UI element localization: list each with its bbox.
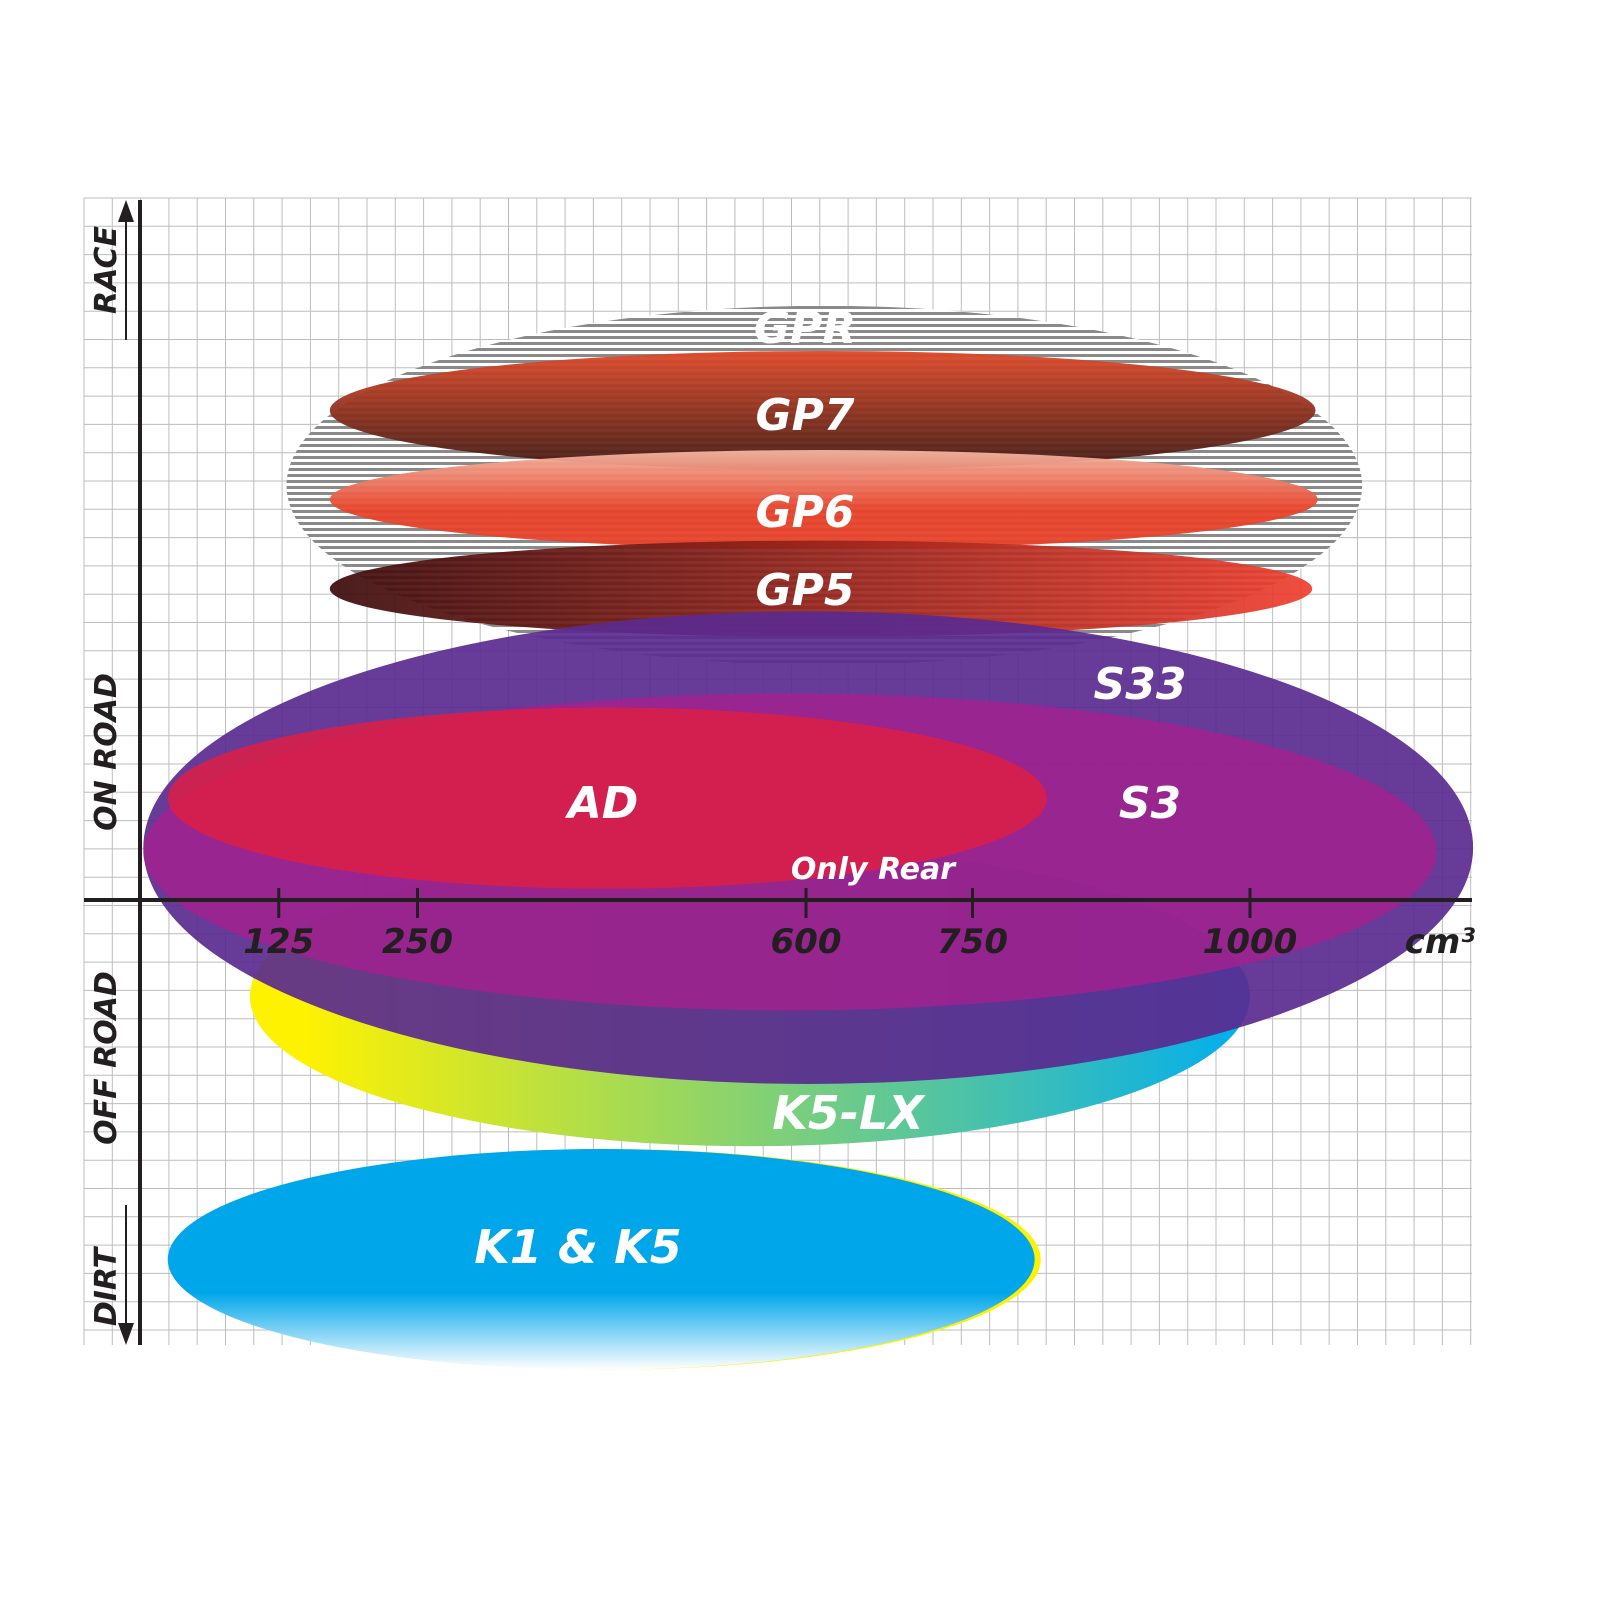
y-category-label: ON ROAD [89,673,124,831]
x-tick-label: 250 [382,922,453,962]
y-category-label: DIRT [89,1245,124,1326]
dirt-arrowhead-icon [118,1323,134,1345]
y-category-label: OFF ROAD [89,971,124,1145]
x-tick-label: 600 [771,922,842,962]
series-label: S33 [1094,659,1187,710]
range-ellipse-k1-k5 [167,1149,1035,1370]
series-label: GPR [754,303,856,354]
range-ellipse-ad [167,707,1047,889]
x-tick-label: 750 [937,922,1008,962]
race-arrowhead-icon [118,200,134,222]
y-category-label: RACE [89,226,124,314]
x-tick-label: 1000 [1203,922,1298,962]
series-label: GP7 [756,390,855,441]
series-label: S3 [1119,778,1181,829]
series-label: GP5 [756,565,855,616]
series-label: AD [565,778,639,829]
series-label: K1 & K5 [474,1220,681,1274]
series-label: GP6 [756,487,855,538]
range-ellipse-gp7 [329,350,1316,470]
x-unit-label: cm³ [1405,922,1476,962]
x-tick-label: 125 [243,922,314,962]
series-label: K5-LX [772,1086,926,1140]
series-annotation: Only Rear [791,852,957,887]
range-ellipse-gp6 [329,450,1318,550]
range-ellipse-gp5 [329,540,1313,637]
